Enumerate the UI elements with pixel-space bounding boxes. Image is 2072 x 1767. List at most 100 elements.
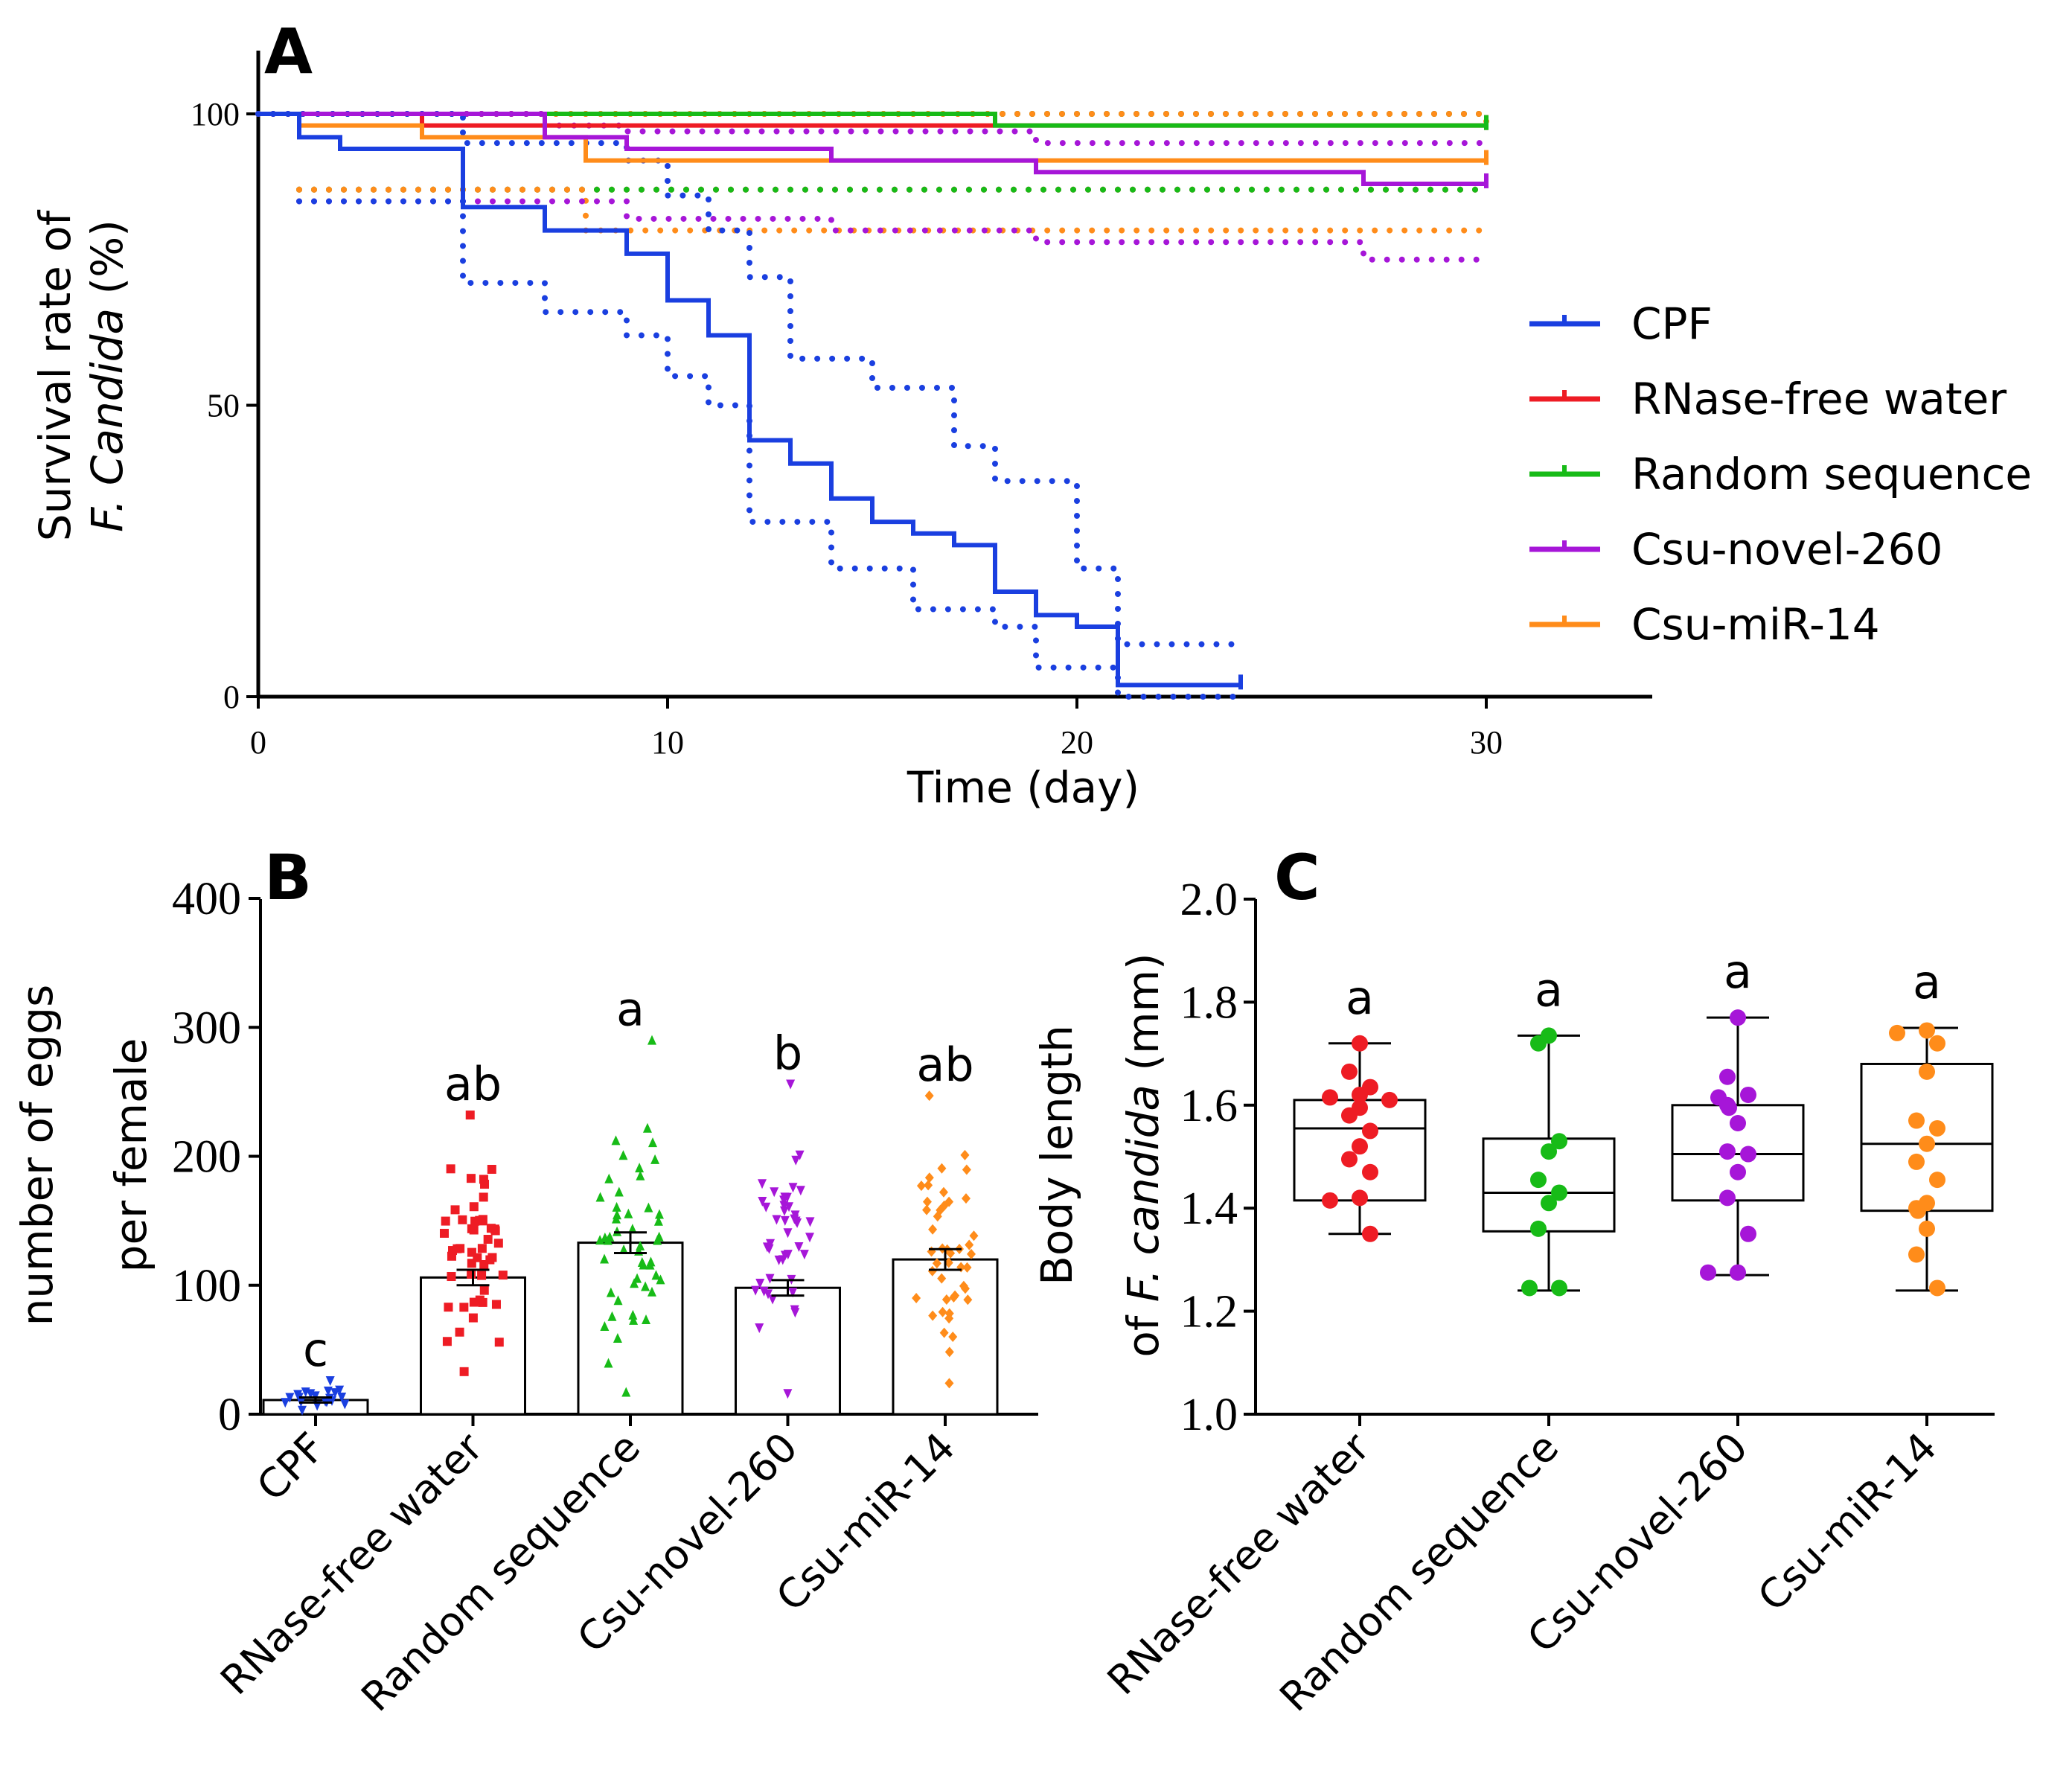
ci-lower-csu-novel-260 (296, 198, 1489, 263)
panel-c-y-axis-label-prefix: of (1118, 1302, 1168, 1357)
panel-c-y-axis-label-line1: Body length (1032, 1025, 1082, 1285)
data-point-csu-mir-14 (1908, 1246, 1925, 1263)
panel-c-y-tick-label: 1.8 (1180, 977, 1238, 1028)
data-point-csu-novel-260 (788, 1183, 798, 1193)
panel-c-y-tick-label: 1.4 (1180, 1183, 1238, 1234)
data-point-csu-mir-14 (967, 1248, 976, 1259)
data-point-cpf (340, 1399, 350, 1410)
data-point-csu-mir-14 (1919, 1220, 1935, 1237)
data-point-csu-mir-14 (932, 1258, 941, 1269)
data-point-rnase-free-water (479, 1192, 488, 1202)
data-point-random-sequence (1530, 1172, 1547, 1189)
data-point-rnase-free-water (493, 1239, 503, 1248)
data-point-random-sequence (621, 1387, 631, 1397)
panel-b-y-tick-label: 0 (218, 1390, 241, 1440)
data-point-rnase-free-water (498, 1271, 508, 1280)
data-point-rnase-free-water (444, 1303, 453, 1312)
panel-a-x-axis-label: Time (day) (906, 762, 1139, 813)
data-point-csu-novel-260 (1719, 1068, 1736, 1085)
data-point-rnase-free-water (441, 1216, 450, 1226)
panel-a-x-tick-label: 30 (1470, 724, 1503, 761)
data-point-random-sequence (619, 1244, 629, 1254)
data-point-random-sequence (613, 1226, 622, 1236)
data-point-csu-mir-14 (924, 1180, 933, 1191)
data-point-csu-novel-260 (764, 1289, 773, 1300)
data-point-csu-novel-260 (768, 1294, 778, 1305)
data-point-csu-mir-14 (939, 1200, 949, 1211)
data-point-csu-mir-14 (962, 1262, 972, 1273)
data-point-csu-mir-14 (944, 1308, 954, 1319)
legend-label-csu-mir-14: Csu-miR-14 (1631, 599, 1880, 650)
legend-label-cpf: CPF (1631, 298, 1713, 349)
significance-letter-csu-novel-260: b (773, 1026, 802, 1080)
data-point-rnase-free-water (1341, 1151, 1358, 1168)
data-point-rnase-free-water (478, 1215, 487, 1224)
data-point-random-sequence (644, 1202, 653, 1212)
data-point-csu-novel-260 (796, 1186, 805, 1196)
data-point-csu-mir-14 (938, 1306, 947, 1317)
data-point-random-sequence (614, 1186, 624, 1197)
data-point-csu-novel-260 (784, 1202, 794, 1212)
significance-letter-cpf: c (303, 1323, 328, 1377)
data-point-csu-mir-14 (948, 1332, 958, 1343)
data-point-random-sequence (604, 1358, 613, 1368)
data-point-rnase-free-water (469, 1202, 479, 1212)
data-point-rnase-free-water (1362, 1122, 1378, 1140)
data-point-rnase-free-water (459, 1303, 469, 1312)
data-point-random-sequence (611, 1135, 621, 1145)
legend-label-csu-novel-260: Csu-novel-260 (1631, 524, 1942, 575)
data-point-csu-novel-260 (780, 1215, 790, 1226)
data-point-rnase-free-water (486, 1224, 496, 1233)
data-point-csu-mir-14 (939, 1327, 949, 1338)
data-point-rnase-free-water (466, 1174, 476, 1183)
data-point-cpf (297, 1405, 307, 1416)
data-point-csu-mir-14 (944, 1378, 954, 1389)
data-point-rnase-free-water (468, 1313, 478, 1323)
panel-a-y-tick-label: 50 (207, 388, 240, 424)
data-point-random-sequence (646, 1256, 656, 1267)
data-point-random-sequence (647, 1286, 656, 1297)
data-point-csu-novel-260 (1730, 1115, 1746, 1132)
significance-letter-csu-novel-260: a (1724, 945, 1752, 999)
data-point-random-sequence (636, 1170, 645, 1180)
data-point-random-sequence (642, 1314, 651, 1325)
panel-b-y-axis-label-line1: number of eggs (12, 985, 63, 1326)
data-point-random-sequence (635, 1163, 645, 1173)
data-point-rnase-free-water (469, 1297, 479, 1307)
data-point-csu-mir-14 (1919, 1063, 1935, 1080)
panel-b-x-label-cpf: CPF (248, 1424, 334, 1510)
data-point-csu-novel-260 (786, 1079, 796, 1090)
data-point-rnase-free-water (455, 1327, 464, 1337)
panel-a-y-axis-label-unit: (%) (82, 220, 132, 308)
data-point-rnase-free-water (447, 1272, 456, 1282)
data-point-csu-novel-260 (1740, 1225, 1756, 1242)
data-point-random-sequence (1521, 1279, 1538, 1297)
data-point-rnase-free-water (465, 1111, 475, 1120)
data-point-csu-mir-14 (1910, 1202, 1926, 1219)
panel-b-y-tick-label: 400 (172, 874, 241, 924)
data-point-csu-novel-260 (764, 1244, 774, 1254)
data-point-csu-novel-260 (1700, 1264, 1716, 1281)
data-point-csu-novel-260 (766, 1239, 776, 1249)
significance-letter-csu-mir-14: a (1913, 955, 1941, 1009)
panel-label-a: A (264, 15, 313, 88)
panel-b-x-label-group: CPF (248, 1424, 334, 1510)
panel-a-survival-chart: 0 10 20 30 0 50 100 CPF RNase-free water Random … (30, 51, 2032, 813)
data-point-rnase-free-water (442, 1337, 452, 1346)
panel-label-c: C (1274, 841, 1320, 914)
data-point-csu-novel-260 (770, 1187, 779, 1198)
panel-b-y-axis-label-line2: per female (106, 1038, 156, 1273)
legend-label-random-sequence: Random sequence (1631, 449, 2032, 499)
data-point-random-sequence (648, 1137, 658, 1148)
data-point-random-sequence (606, 1287, 615, 1297)
data-point-csu-mir-14 (1908, 1153, 1925, 1170)
data-point-rnase-free-water (1381, 1091, 1398, 1108)
data-point-rnase-free-water (453, 1244, 462, 1253)
data-point-csu-mir-14 (950, 1290, 960, 1301)
data-point-csu-novel-260 (1730, 1163, 1746, 1180)
data-point-rnase-free-water (1352, 1086, 1368, 1103)
data-point-csu-novel-260 (790, 1308, 800, 1318)
